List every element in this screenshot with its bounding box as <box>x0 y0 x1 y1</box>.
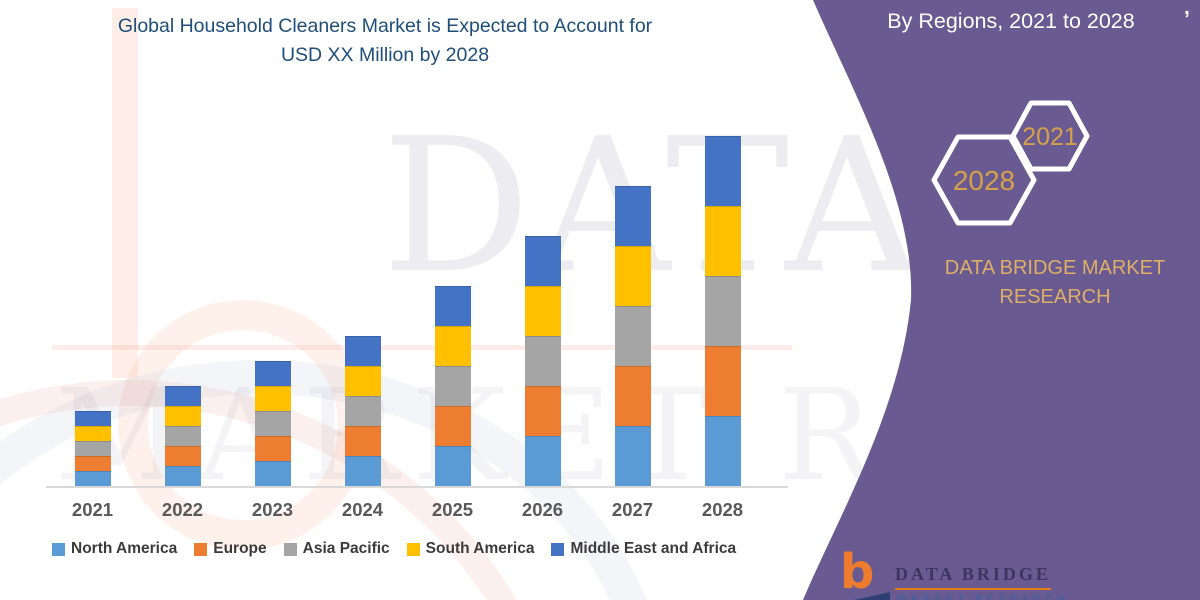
legend-swatch-icon <box>52 542 65 556</box>
panel-cutoff-comma: , <box>1184 0 1190 19</box>
bar-segment-2027-north-america <box>614 426 651 486</box>
legend-label: Europe <box>213 540 267 557</box>
legend-swatch-icon <box>551 542 565 556</box>
bar-segment-2021-middle-east-and-africa <box>74 411 111 426</box>
legend-label: Asia Pacific <box>302 540 390 557</box>
watermark-logo-stem <box>112 8 138 378</box>
bar-segment-2021-asia-pacific <box>74 441 111 456</box>
bar-segment-2023-south-america <box>254 386 291 411</box>
legend-item-middle-east-and-africa: Middle East and Africa <box>551 540 736 558</box>
bar-segment-2026-asia-pacific <box>524 336 561 386</box>
brand-line2: RESEARCH <box>999 286 1111 308</box>
bar-segment-2025-north-america <box>434 446 471 486</box>
bar-segment-2027-middle-east-and-africa <box>614 186 651 246</box>
hexagon-2028-outline <box>931 134 1037 226</box>
hexagon-2028-label: 2028 <box>953 165 1015 196</box>
watermark-pink-line <box>52 345 792 350</box>
legend-label: Middle East and Africa <box>570 540 737 557</box>
bar-segment-2025-south-america <box>434 326 471 366</box>
bar-segment-2022-north-america <box>164 466 201 486</box>
legend-swatch-icon <box>194 542 208 556</box>
bar-segment-2024-europe <box>344 426 381 456</box>
bar-segment-2025-middle-east-and-africa <box>434 286 471 326</box>
purple-panel-shape <box>803 0 1200 600</box>
bar-segment-2028-south-america <box>704 206 741 276</box>
x-axis-label-2028: 2028 <box>701 499 744 520</box>
x-axis-label-2027: 2027 <box>611 499 654 520</box>
bar-segment-2025-asia-pacific <box>434 366 471 406</box>
hexagon-2021-outline <box>1010 100 1090 172</box>
bar-segment-2027-asia-pacific <box>614 306 651 366</box>
bar-segment-2021-europe <box>74 456 111 471</box>
legend-item-north-america: North America <box>52 540 177 558</box>
footer-logo-name: DATA BRIDGE <box>895 564 1051 590</box>
bar-segment-2023-north-america <box>254 461 291 486</box>
bar-segment-2028-north-america <box>704 416 741 486</box>
bar-segment-2026-middle-east-and-africa <box>524 236 561 286</box>
legend-swatch-icon <box>283 542 297 556</box>
brand-line1: DATA BRIDGE MARKET <box>944 257 1166 279</box>
bar-segment-2027-south-america <box>614 246 651 306</box>
bar-segment-2026-europe <box>524 386 561 436</box>
x-axis-label-2023: 2023 <box>251 499 294 520</box>
legend-label: North America <box>71 540 178 557</box>
chart-title-line1: Global Household Cleaners Market is Expe… <box>117 15 653 37</box>
bar-segment-2028-asia-pacific <box>704 276 741 346</box>
legend-item-europe: Europe <box>194 540 267 558</box>
bar-segment-2022-south-america <box>164 406 201 426</box>
bar-segment-2024-north-america <box>344 456 381 486</box>
chart-legend: North America Europe Asia Pacific South Ame… <box>52 540 792 558</box>
x-axis-label-2021: 2021 <box>71 499 114 520</box>
footer-logo: b DATA BRIDGE MARKET RESEARCH <box>840 548 1180 600</box>
x-axis-label-2025: 2025 <box>431 499 474 520</box>
bar-segment-2024-south-america <box>344 366 381 396</box>
footer-logo-b-icon: b <box>840 544 875 600</box>
bar-segment-2021-north-america <box>74 471 111 486</box>
legend-label: South America <box>425 540 535 557</box>
bar-segment-2021-south-america <box>74 426 111 441</box>
bar-segment-2026-south-america <box>524 286 561 336</box>
bar-segment-2022-middle-east-and-africa <box>164 386 201 406</box>
x-axis-label-2024: 2024 <box>341 499 384 520</box>
footer-logo-subtitle: MARKET RESEARCH <box>897 593 1069 600</box>
bar-segment-2023-asia-pacific <box>254 411 291 436</box>
legend-item-asia-pacific: Asia Pacific <box>283 540 390 558</box>
panel-heading: By Regions, 2021 to 2028 <box>887 9 1135 33</box>
legend-swatch-icon <box>406 542 420 556</box>
bar-segment-2022-asia-pacific <box>164 426 201 446</box>
bar-segment-2026-north-america <box>524 436 561 486</box>
brand-text-block: DATA BRIDGE MARKET RESEARCH <box>905 254 1200 312</box>
x-axis-label-2026: 2026 <box>521 499 564 520</box>
bar-segment-2025-europe <box>434 406 471 446</box>
bar-segment-2028-middle-east-and-africa <box>704 136 741 206</box>
footer-logo-sail-icon <box>850 592 890 600</box>
chart-title-line2: USD XX Million by 2028 <box>280 44 490 66</box>
bar-segment-2023-europe <box>254 436 291 461</box>
x-axis-line <box>46 486 788 488</box>
x-axis-label-2022: 2022 <box>161 499 204 520</box>
bar-segment-2024-middle-east-and-africa <box>344 336 381 366</box>
chart-title: Global Household Cleaners Market is Expe… <box>35 12 735 70</box>
hexagon-2021-label: 2021 <box>1022 123 1078 151</box>
bar-segment-2022-europe <box>164 446 201 466</box>
bar-segment-2027-europe <box>614 366 651 426</box>
bar-segment-2023-middle-east-and-africa <box>254 361 291 386</box>
legend-item-south-america: South America <box>406 540 535 558</box>
bar-segment-2024-asia-pacific <box>344 396 381 426</box>
bar-segment-2028-europe <box>704 346 741 416</box>
